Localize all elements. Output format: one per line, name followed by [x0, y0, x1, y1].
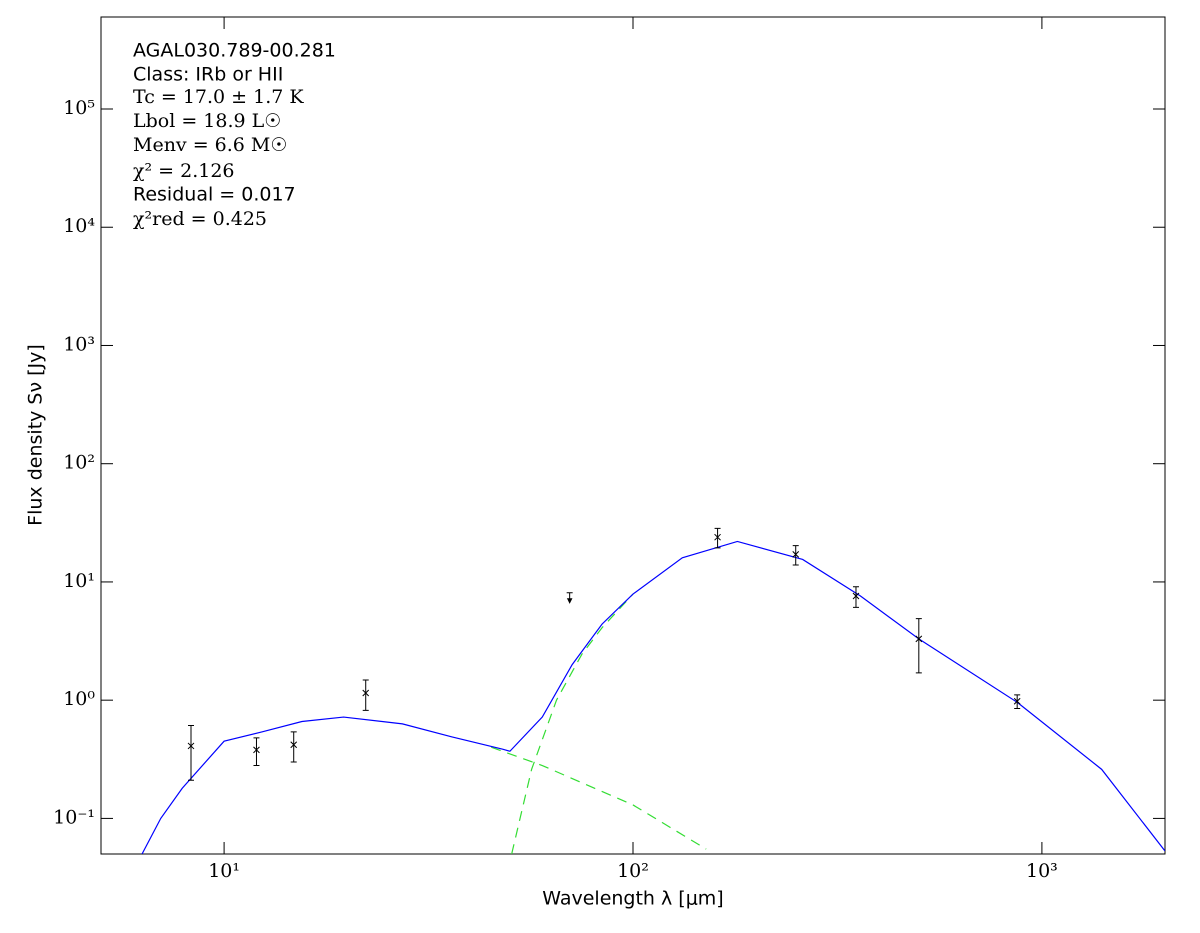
- data-point: [792, 551, 800, 558]
- annotation: Lbol = 18.9 L☉: [133, 110, 281, 132]
- x-axis-label: Wavelength λ [μm]: [542, 888, 723, 910]
- error-bar: [290, 731, 297, 763]
- y-tick-label: 10⁰: [63, 688, 95, 710]
- annotation: Class: IRb or HII: [133, 64, 283, 86]
- data-point: [1013, 697, 1021, 705]
- y-tick-label: 10⁵: [63, 97, 95, 119]
- error-bar: [362, 679, 369, 711]
- fit-component: [490, 746, 707, 850]
- error-bar: [253, 737, 260, 767]
- upper-limit: [566, 592, 573, 604]
- data-point: [187, 742, 195, 750]
- data-point: [253, 746, 260, 754]
- plot-area: [141, 527, 1165, 854]
- x-tick-label: 10³: [1026, 860, 1058, 882]
- y-tick-label: 10⁴: [63, 215, 95, 237]
- error-bar: [792, 545, 799, 566]
- fit-total: [141, 540, 1165, 854]
- annotations: AGAL030.789-00.281 Class: IRb or HII Tc …: [133, 40, 336, 231]
- x-tick-label: 10¹: [208, 860, 240, 882]
- error-bar: [188, 725, 195, 781]
- annotation: Menv = 6.6 M☉: [133, 134, 287, 156]
- annotation: Residual = 0.017: [133, 184, 296, 206]
- x-tick-label: 10²: [617, 860, 649, 882]
- y-axis-label: Flux density Sν [Jy]: [25, 344, 47, 526]
- y-tick-label: 10¹: [63, 570, 95, 592]
- error-bar: [915, 618, 922, 674]
- data-point: [915, 635, 923, 643]
- y-tick-label: 10³: [63, 333, 95, 355]
- y-tick-label: 10⁻¹: [53, 806, 95, 828]
- fit-component: [511, 593, 634, 854]
- data-point: [362, 689, 370, 697]
- data-point: [714, 533, 721, 541]
- annotation: χ²red = 0.425: [133, 208, 267, 230]
- error-bar: [714, 527, 721, 549]
- annotation: χ² = 2.126: [133, 160, 235, 182]
- annotation: AGAL030.789-00.281: [133, 40, 336, 62]
- data-point: [290, 741, 298, 749]
- annotation: Tc = 17.0 ± 1.7 K: [133, 86, 304, 108]
- data-point: [852, 592, 860, 600]
- y-tick-label: 10²: [63, 452, 95, 474]
- error-bar: [852, 586, 859, 608]
